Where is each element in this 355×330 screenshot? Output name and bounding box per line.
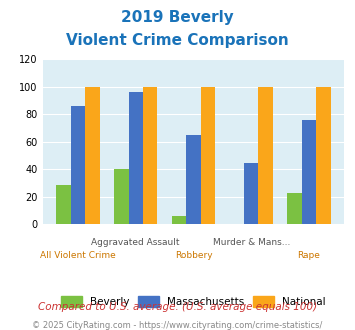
- Text: Robbery: Robbery: [175, 251, 212, 260]
- Text: 2019 Beverly: 2019 Beverly: [121, 10, 234, 25]
- Bar: [172, 216, 186, 224]
- Bar: [201, 87, 215, 224]
- Text: All Violent Crime: All Violent Crime: [40, 251, 116, 260]
- Text: © 2025 CityRating.com - https://www.cityrating.com/crime-statistics/: © 2025 CityRating.com - https://www.city…: [32, 321, 323, 330]
- Bar: [244, 163, 258, 224]
- Text: Aggravated Assault: Aggravated Assault: [92, 238, 180, 247]
- Bar: [143, 87, 157, 224]
- Bar: [71, 106, 85, 224]
- Text: Murder & Mans...: Murder & Mans...: [213, 238, 290, 247]
- Bar: [114, 169, 129, 224]
- Text: Rape: Rape: [297, 251, 321, 260]
- Bar: [287, 193, 302, 224]
- Text: Compared to U.S. average. (U.S. average equals 100): Compared to U.S. average. (U.S. average …: [38, 302, 317, 312]
- Bar: [85, 87, 100, 224]
- Bar: [302, 120, 316, 224]
- Bar: [129, 92, 143, 224]
- Bar: [258, 87, 273, 224]
- Legend: Beverly, Massachusetts, National: Beverly, Massachusetts, National: [57, 292, 330, 312]
- Bar: [56, 184, 71, 224]
- Text: Violent Crime Comparison: Violent Crime Comparison: [66, 33, 289, 48]
- Bar: [186, 135, 201, 224]
- Bar: [316, 87, 331, 224]
